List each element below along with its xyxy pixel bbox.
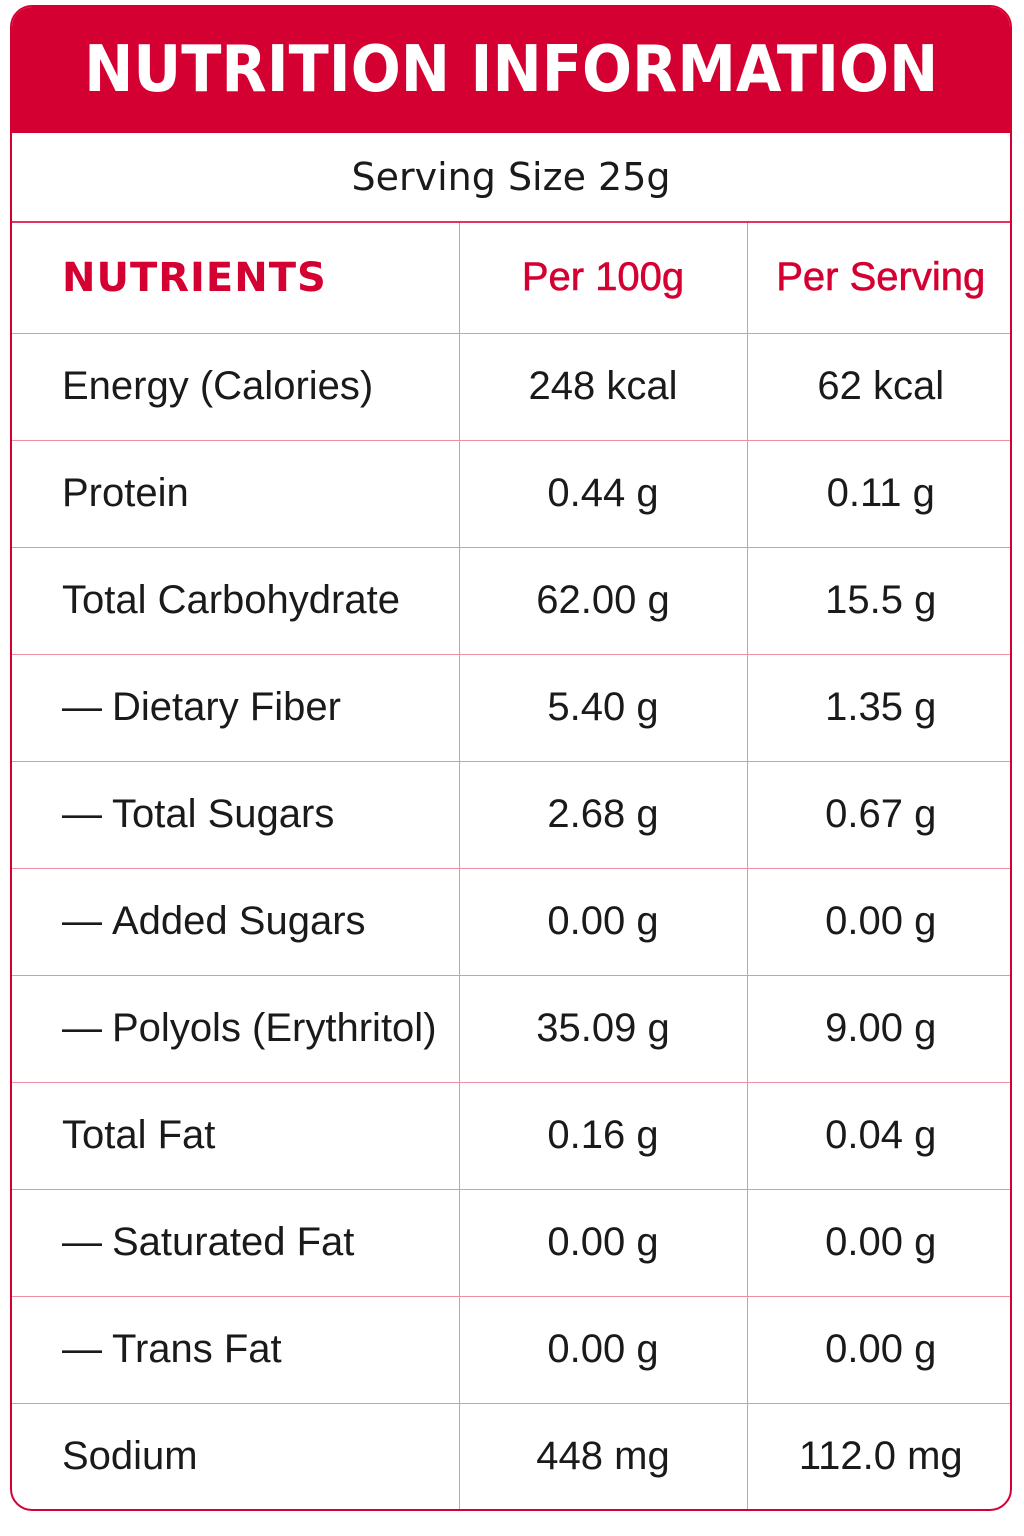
nutrient-label: Energy (Calories) — [62, 364, 374, 408]
per-serving-value: 1.35 g — [747, 654, 1010, 762]
nutrient-label: Protein — [62, 471, 189, 515]
header-bar: NUTRITION INFORMATION — [12, 7, 1010, 133]
sub-item-dash: — — [62, 792, 102, 836]
table-row: Protein 0.44 g 0.11 g — [12, 440, 1010, 548]
table-row: Sodium 448 mg 112.0 mg — [12, 1403, 1010, 1509]
per-100g-value: 35.09 g — [459, 975, 748, 1083]
serving-size: Serving Size 25g — [12, 133, 1010, 223]
per-100g-value: 0.44 g — [459, 440, 748, 548]
per-100g-value: 62.00 g — [459, 547, 748, 655]
table-header-row: NUTRIENTS Per 100g Per Serving — [12, 223, 1010, 334]
sub-item-dash: — — [62, 1327, 102, 1371]
per-100g-value: 0.16 g — [459, 1082, 748, 1190]
nutrient-name-cell: — Saturated Fat — [12, 1189, 460, 1297]
nutrient-name-cell: Total Carbohydrate — [12, 547, 460, 655]
sub-item-dash: — — [62, 1220, 102, 1264]
nutrient-name-cell: — Added Sugars — [12, 868, 460, 976]
table-row: — Dietary Fiber 5.40 g 1.35 g — [12, 654, 1010, 762]
nutrient-label: Total Sugars — [112, 792, 335, 836]
nutrient-name-cell: Energy (Calories) — [12, 333, 460, 441]
per-100g-value: 5.40 g — [459, 654, 748, 762]
table-row: — Added Sugars 0.00 g 0.00 g — [12, 868, 1010, 976]
nutrient-label: Dietary Fiber — [112, 685, 341, 729]
column-header-nutrients: NUTRIENTS — [12, 223, 460, 334]
per-serving-value: 9.00 g — [747, 975, 1010, 1083]
nutrient-label: Polyols (Erythritol) — [112, 1006, 437, 1050]
table-row: Total Carbohydrate 62.00 g 15.5 g — [12, 547, 1010, 655]
nutrient-name-cell: Sodium — [12, 1403, 460, 1509]
per-serving-value: 0.00 g — [747, 1296, 1010, 1404]
nutrient-label: Total Fat — [62, 1113, 216, 1157]
column-header-per-serving: Per Serving — [747, 223, 1010, 334]
nutrient-label: Trans Fat — [112, 1327, 282, 1371]
per-serving-value: 15.5 g — [747, 547, 1010, 655]
per-100g-value: 2.68 g — [459, 761, 748, 869]
nutrient-name-cell: Protein — [12, 440, 460, 548]
nutrient-label: Saturated Fat — [112, 1220, 355, 1264]
per-100g-value: 248 kcal — [459, 333, 748, 441]
sub-item-dash: — — [62, 899, 102, 943]
per-100g-value: 0.00 g — [459, 1296, 748, 1404]
per-serving-value: 0.67 g — [747, 761, 1010, 869]
per-serving-value: 0.11 g — [747, 440, 1010, 548]
nutrient-name-cell: — Dietary Fiber — [12, 654, 460, 762]
table-row: Energy (Calories) 248 kcal 62 kcal — [12, 333, 1010, 441]
per-serving-value: 112.0 mg — [798, 1434, 963, 1479]
per-serving-value: 0.00 g — [747, 1189, 1010, 1297]
table-row: — Saturated Fat 0.00 g 0.00 g — [12, 1189, 1010, 1297]
per-serving-value: 62 kcal — [747, 333, 1010, 441]
per-100g-value: 0.00 g — [459, 1189, 748, 1297]
per-serving-value: 0.04 g — [747, 1082, 1010, 1190]
table-row: — Polyols (Erythritol) 35.09 g 9.00 g — [12, 975, 1010, 1083]
nutrient-name-cell: — Trans Fat — [12, 1296, 460, 1404]
nutrient-label: Total Carbohydrate — [62, 578, 400, 622]
nutrient-label: Sodium — [62, 1434, 198, 1479]
sub-item-dash: — — [62, 1006, 102, 1050]
nutrient-name-cell: Total Fat — [12, 1082, 460, 1190]
per-serving-value: 0.00 g — [747, 868, 1010, 976]
column-header-per-100g: Per 100g — [459, 223, 748, 334]
panel-title: NUTRITION INFORMATION — [83, 33, 939, 107]
table-row: Total Fat 0.16 g 0.04 g — [12, 1082, 1010, 1190]
per-100g-value: 0.00 g — [459, 868, 748, 976]
nutrient-label: Added Sugars — [112, 899, 366, 943]
nutrient-name-cell: — Polyols (Erythritol) — [12, 975, 460, 1083]
nutrition-table: NUTRIENTS Per 100g Per Serving Energy (C… — [12, 223, 1010, 1509]
per-100g-value: 448 mg — [459, 1403, 748, 1509]
nutrition-panel: NUTRITION INFORMATION Serving Size 25g N… — [10, 5, 1012, 1511]
table-row: — Trans Fat 0.00 g 0.00 g — [12, 1296, 1010, 1404]
nutrient-name-cell: — Total Sugars — [12, 761, 460, 869]
table-row: — Total Sugars 2.68 g 0.67 g — [12, 761, 1010, 869]
sub-item-dash: — — [62, 685, 102, 729]
